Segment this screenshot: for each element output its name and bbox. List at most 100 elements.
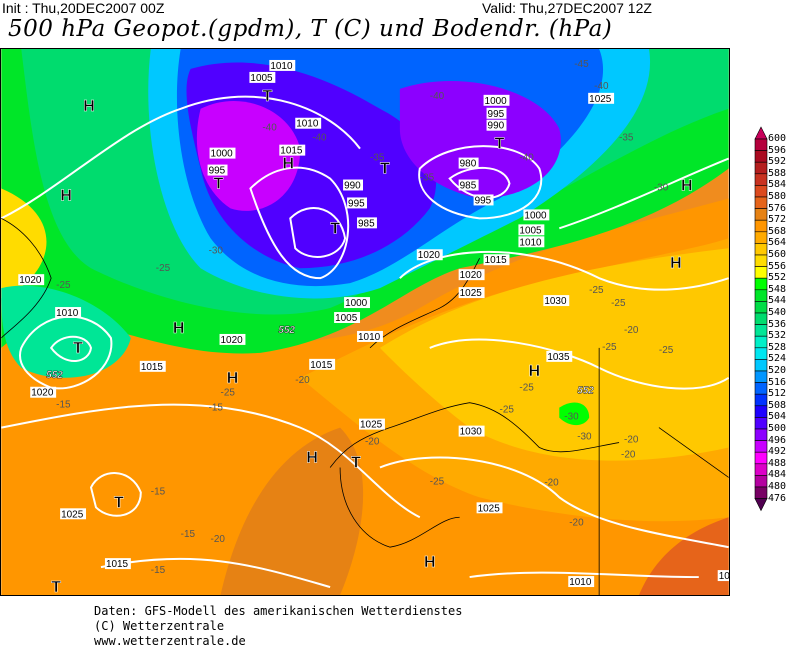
- temperature-value: -40: [594, 81, 609, 92]
- temperature-value: -30: [577, 432, 592, 443]
- svg-text:1020: 1020: [19, 275, 42, 286]
- temperature-value: -25: [156, 263, 171, 274]
- geopotential-value: 552: [46, 370, 63, 381]
- high-pressure-label: H: [173, 320, 185, 337]
- legend-swatch: [754, 208, 768, 221]
- temperature-value: -45: [574, 59, 589, 70]
- footer-source: Daten: GFS-Modell des amerikanischen Wet…: [94, 604, 463, 618]
- temperature-value: -25: [602, 342, 617, 353]
- isobar-value: 990: [343, 179, 364, 191]
- isobar-value: 1015: [279, 144, 306, 157]
- svg-text:1035: 1035: [547, 352, 570, 363]
- isobar-value: 1000: [483, 94, 510, 107]
- isobar-value: 1020: [458, 269, 485, 281]
- low-pressure-label: T: [214, 175, 224, 192]
- legend-swatch: [754, 219, 768, 233]
- temperature-value: -30: [209, 245, 224, 256]
- high-pressure-label: H: [60, 187, 72, 204]
- legend-swatch: [754, 347, 768, 360]
- legend-label: 596: [768, 144, 787, 156]
- isobar-line: [249, 166, 350, 280]
- geopotential-fields: [1, 49, 729, 595]
- legend-label: 540: [768, 307, 787, 318]
- isobar-value: 1010: [717, 570, 730, 582]
- isobar-value: 1025: [359, 418, 385, 431]
- temperature-value: -35: [420, 173, 435, 184]
- legend-label: 496: [768, 434, 787, 446]
- temperature-value: -20: [624, 435, 639, 446]
- isobar-value: 1020: [30, 386, 57, 399]
- svg-text:1030: 1030: [460, 427, 483, 438]
- legend-label: 516: [768, 376, 787, 388]
- legend-swatch: [754, 324, 768, 337]
- svg-text:1010: 1010: [519, 237, 542, 248]
- temperature-value: -40: [430, 91, 445, 102]
- svg-text:1025: 1025: [478, 503, 501, 514]
- svg-text:1015: 1015: [106, 559, 129, 570]
- legend-label: 492: [768, 446, 787, 458]
- temperature-value: -20: [624, 325, 639, 336]
- svg-text:1010: 1010: [270, 61, 293, 72]
- legend-swatch: [754, 266, 768, 279]
- isobar-value: 1035: [546, 350, 573, 363]
- legend-swatch: [754, 173, 768, 186]
- isobar-value: 1010: [295, 117, 322, 130]
- svg-text:995: 995: [348, 198, 365, 209]
- svg-text:1025: 1025: [589, 94, 612, 105]
- svg-text:990: 990: [344, 180, 361, 191]
- isobar-value: 995: [473, 194, 494, 206]
- isobar-value: 1005: [518, 224, 545, 236]
- high-pressure-label: H: [227, 370, 239, 387]
- isobar-value: 1020: [219, 333, 246, 346]
- chart-title: 500 hPa Geopot.(gpdm), T (C) und Bodendr…: [8, 16, 613, 42]
- isobar-value: 995: [486, 107, 507, 120]
- temperature-value: -40: [312, 133, 327, 144]
- field-region: [1, 285, 131, 378]
- isobar-line: [1, 403, 421, 519]
- svg-text:1005: 1005: [335, 313, 358, 324]
- isobar-line: [49, 335, 93, 362]
- isobar-value: 1010: [568, 576, 595, 588]
- svg-text:995: 995: [209, 166, 226, 177]
- legend-label: 560: [768, 249, 787, 260]
- svg-text:1025: 1025: [360, 420, 383, 431]
- high-pressure-label: H: [681, 177, 693, 194]
- footer-copyright: (C) Wetterzentrale: [94, 619, 225, 633]
- svg-text:1010: 1010: [719, 571, 730, 582]
- svg-text:1025: 1025: [61, 509, 84, 520]
- coastline: [339, 467, 460, 548]
- svg-text:1000: 1000: [211, 149, 234, 160]
- legend-label: 564: [768, 237, 787, 249]
- isobar-value: 1010: [518, 236, 545, 248]
- isobar-value: 990: [486, 119, 507, 132]
- legend-label: 504: [768, 411, 787, 423]
- legend-swatch: [754, 196, 768, 209]
- svg-text:1020: 1020: [460, 270, 483, 281]
- legend-swatch: [754, 231, 768, 244]
- svg-text:1015: 1015: [310, 360, 333, 371]
- temperature-value: -40: [519, 153, 534, 164]
- legend-swatch: [754, 161, 768, 175]
- temperature-value: -25: [519, 383, 534, 394]
- legend-bar: [754, 126, 768, 512]
- svg-text:985: 985: [460, 180, 477, 191]
- legend-label: 548: [768, 283, 787, 295]
- temperature-value: -15: [151, 486, 166, 497]
- legend-swatch: [754, 428, 768, 441]
- isobar-line: [89, 472, 142, 517]
- temperature-value: -25: [659, 345, 674, 356]
- isobar-value: 1025: [476, 502, 503, 514]
- svg-text:1010: 1010: [358, 332, 381, 343]
- high-pressure-label: H: [529, 363, 541, 380]
- svg-text:1030: 1030: [544, 296, 567, 307]
- geopotential-value: 552: [577, 386, 594, 397]
- isobar-value: 1015: [309, 358, 336, 371]
- legend-label: 600: [768, 133, 787, 144]
- isobar-value: 1025: [60, 508, 87, 520]
- isobar-value: 985: [357, 217, 377, 229]
- legend-label: 508: [768, 399, 787, 411]
- temperature-value: -15: [56, 400, 71, 411]
- svg-text:1005: 1005: [519, 225, 542, 236]
- temperature-value: -20: [365, 437, 380, 448]
- coastline: [1, 218, 52, 339]
